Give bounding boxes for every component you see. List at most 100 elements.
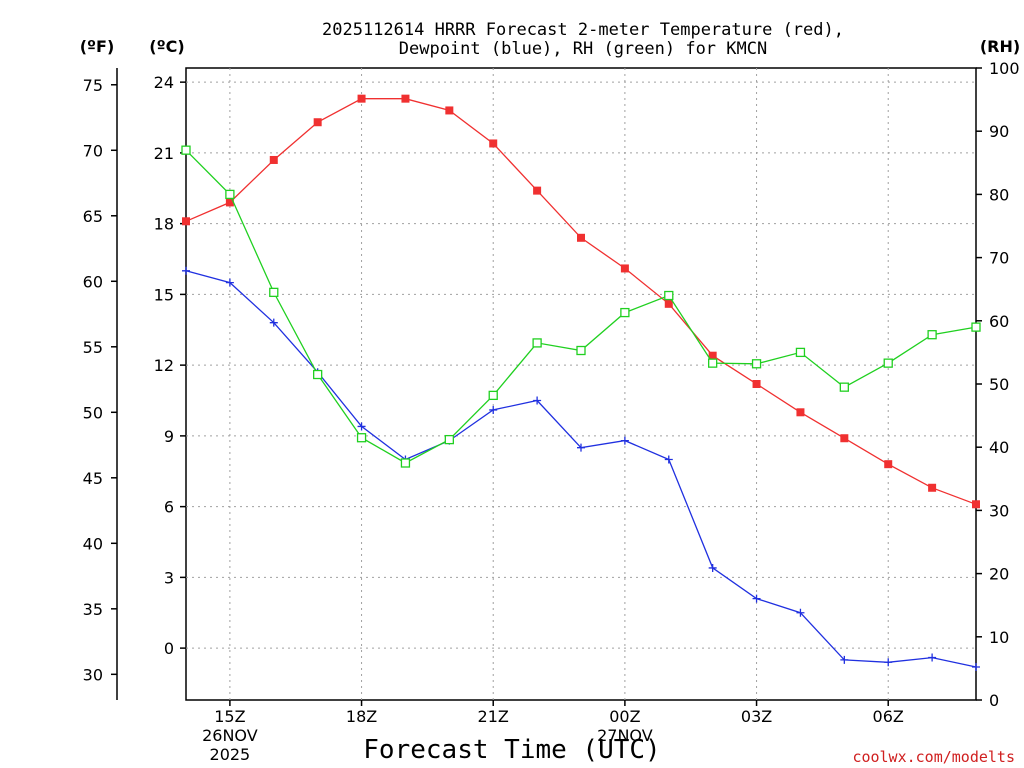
x-tick-label: 06Z	[873, 707, 904, 726]
fahrenheit-tick-label: 70	[83, 141, 103, 160]
rh-point	[225, 189, 235, 200]
temperature-point	[796, 408, 805, 417]
x-tick-label: 03Z	[741, 707, 772, 726]
temperature-point	[445, 106, 454, 115]
rh-point	[400, 458, 411, 468]
rh-point	[181, 145, 191, 155]
dewpoint-point	[269, 318, 278, 327]
temperature-point	[664, 299, 673, 308]
dewpoint-point	[533, 396, 542, 405]
dewpoint-point	[182, 266, 190, 275]
temperature-point	[840, 434, 849, 443]
dewpoint-point	[796, 608, 805, 617]
fahrenheit-tick-label: 65	[83, 207, 103, 226]
fahrenheit-tick-label: 45	[83, 469, 103, 488]
temperature-point	[752, 380, 761, 388]
rh-tick-label: 40	[989, 438, 1009, 457]
celsius-tick-label: 12	[154, 356, 174, 375]
rh-tick-label: 80	[989, 185, 1009, 204]
rh-point	[883, 358, 893, 368]
dewpoint-point	[664, 455, 673, 464]
chart-title-line1: 2025112614 HRRR Forecast 2-meter Tempera…	[322, 20, 844, 40]
dewpoint-point	[225, 278, 234, 287]
axes: 30 35 40 45 50 55 60 65 70 75 0 3 6 9 12 15 18 21 24 0 10 20 3…	[83, 59, 1020, 764]
rh-point	[620, 307, 630, 318]
fahrenheit-tick-label: 40	[83, 534, 103, 553]
fahrenheit-tick-label: 60	[83, 272, 103, 291]
rh-point	[664, 290, 674, 301]
rh-tick-label: 100	[989, 59, 1020, 78]
x-tick-label: 15Z	[214, 707, 245, 726]
dewpoint-point	[357, 422, 366, 431]
temperature-point	[225, 198, 234, 207]
credit-text: coolwx.com/modelts	[852, 748, 1015, 766]
celsius-tick-label: 24	[154, 73, 174, 92]
temperature-point	[620, 264, 629, 273]
rh-tick-label: 70	[989, 249, 1009, 268]
temperature-point	[269, 155, 278, 164]
temperature-line	[185, 98, 977, 505]
rh-tick-label: 20	[989, 565, 1009, 584]
rh-tick-label: 30	[989, 501, 1009, 520]
temperature-point	[708, 351, 717, 360]
dewpoint-point	[840, 655, 849, 664]
celsius-tick-label: 6	[164, 498, 174, 517]
temperature-point	[182, 217, 190, 226]
series-temperature	[182, 94, 980, 509]
dewpoint-point	[884, 658, 893, 667]
celsius-tick-label: 9	[164, 427, 174, 446]
rh-point	[356, 433, 367, 443]
rh-axis-label: (RH)	[980, 37, 1020, 56]
celsius-tick-label: 0	[164, 639, 174, 658]
rh-point	[313, 369, 323, 380]
rh-tick-label: 60	[989, 312, 1009, 331]
rh-tick-label: 0	[989, 691, 999, 710]
dewpoint-point	[928, 653, 937, 662]
rh-point	[532, 338, 542, 348]
dewpoint-point	[972, 662, 980, 671]
rh-point	[576, 345, 586, 356]
rh-point	[839, 382, 849, 392]
celsius-tick-label: 3	[164, 568, 174, 587]
fahrenheit-tick-label: 55	[83, 338, 103, 357]
fahrenheit-tick-label: 30	[83, 665, 103, 684]
chart-title-line2: Dewpoint (blue), RH (green) for KMCN	[399, 39, 767, 59]
dewpoint-point	[752, 594, 761, 603]
x-tick-label: 00Z	[609, 707, 640, 726]
temperature-point	[972, 500, 980, 509]
rh-point	[269, 287, 279, 298]
fahrenheit-tick-label: 75	[83, 76, 103, 95]
temperature-point	[489, 139, 498, 148]
rh-tick-label: 50	[989, 375, 1009, 394]
rh-point	[488, 390, 498, 401]
temperature-point	[928, 483, 937, 492]
temperature-point	[401, 94, 410, 103]
celsius-tick-label: 18	[154, 215, 174, 234]
rh-point	[971, 322, 981, 332]
rh-point	[751, 359, 762, 369]
x-tick-label: 21Z	[478, 707, 509, 726]
rh-line	[185, 149, 977, 464]
dewpoint-point	[620, 436, 629, 445]
dewpoint-point	[708, 563, 717, 572]
plot-area	[185, 67, 977, 701]
rh-point	[444, 434, 454, 445]
fahrenheit-tick-label: 50	[83, 403, 103, 422]
x-tick-label: 18Z	[346, 707, 377, 726]
rh-point	[927, 330, 937, 340]
temperature-point	[533, 186, 542, 195]
series-layer	[181, 94, 981, 671]
dewpoint-point	[489, 405, 498, 414]
temperature-point	[313, 118, 322, 127]
rh-point	[708, 358, 718, 368]
rh-point	[795, 347, 806, 358]
celsius-tick-label: 21	[154, 144, 174, 163]
x-date-label: 27NOV	[597, 726, 653, 745]
rh-tick-label: 10	[989, 628, 1009, 647]
x-axis-label: Forecast Time (UTC)	[363, 735, 660, 765]
x-date-label: 26NOV	[202, 726, 258, 745]
dewpoint-point	[577, 443, 585, 452]
fahrenheit-tick-label: 35	[83, 600, 103, 619]
temperature-point	[357, 94, 366, 103]
